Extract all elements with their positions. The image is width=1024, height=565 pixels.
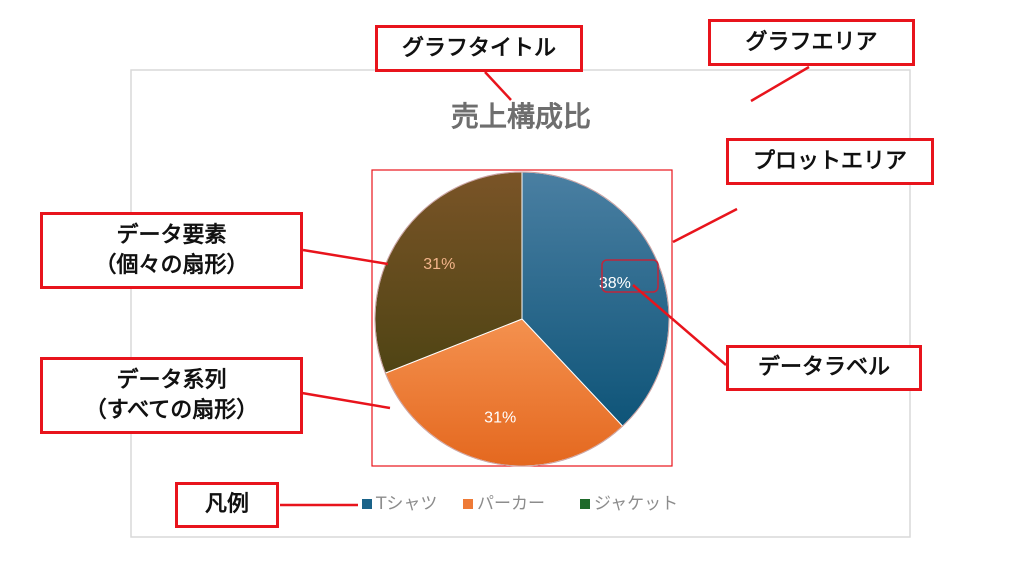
callout-data-series-line2: （すべての扇形） <box>84 397 259 423</box>
callout-plot-area-text: プロットエリア <box>752 148 907 174</box>
callout-data-label-text: データラベル <box>757 355 890 381</box>
connector-plot-area <box>672 207 738 244</box>
connector-data-label <box>632 284 727 366</box>
callout-data-element-line2: （個々の扇形） <box>94 252 249 278</box>
callout-legend: 凡例 <box>175 482 279 528</box>
callout-data-element: データ要素 （個々の扇形） <box>40 212 303 289</box>
callout-chart-area: グラフエリア <box>708 19 915 66</box>
callout-chart-title: グラフタイトル <box>375 25 583 72</box>
legend-swatch <box>580 499 590 509</box>
legend-label: ジャケット <box>594 494 678 514</box>
connector-chart-title <box>484 71 512 101</box>
chart-title: 売上構成比 <box>451 100 591 133</box>
callout-legend-text: 凡例 <box>204 492 249 518</box>
callout-data-label: データラベル <box>726 345 922 391</box>
callout-chart-area-text: グラフエリア <box>745 29 878 55</box>
data-label: 38% <box>599 275 631 292</box>
data-label: 31% <box>423 256 455 273</box>
callout-data-element-line1: データ要素 <box>116 222 227 248</box>
pie-chart: 38% 31% 31% <box>374 171 670 467</box>
connector-data-element <box>302 248 389 266</box>
callout-plot-area: プロットエリア <box>726 138 934 185</box>
data-label-highlight <box>601 259 659 293</box>
connector-data-series <box>301 391 391 410</box>
legend-swatch <box>362 499 372 509</box>
pie-outline <box>374 171 670 467</box>
legend-label: パーカー <box>477 494 545 514</box>
callout-data-series-line1: データ系列 <box>116 367 227 393</box>
callout-chart-title-text: グラフタイトル <box>401 35 556 61</box>
callout-connectors <box>280 65 810 507</box>
legend: Tシャツ パーカー ジャケット <box>362 494 678 514</box>
connector-chart-area <box>750 65 810 103</box>
legend-swatch <box>463 499 473 509</box>
callout-data-series: データ系列 （すべての扇形） <box>40 357 303 434</box>
data-label: 31% <box>484 410 516 427</box>
legend-label: Tシャツ <box>375 494 437 514</box>
